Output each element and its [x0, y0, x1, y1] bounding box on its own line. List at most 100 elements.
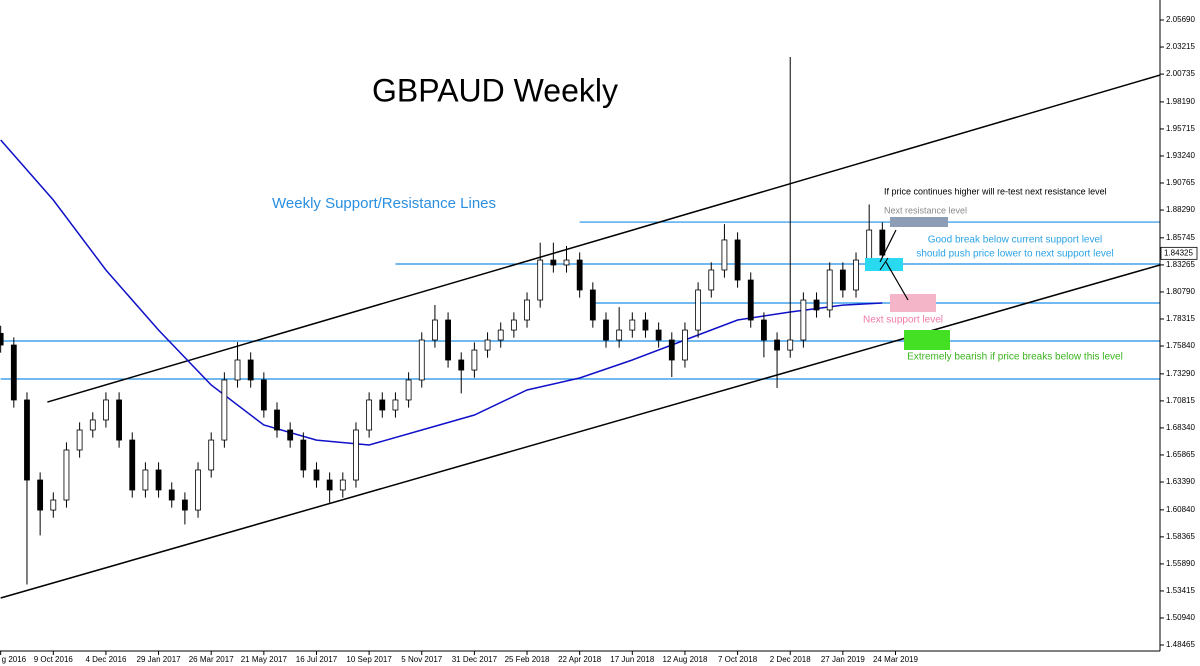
annotation: If price continues higher will re-test n… — [884, 186, 1107, 196]
y-tick-label: 1.80790 — [1166, 287, 1195, 296]
y-tick-label: 2.05690 — [1166, 15, 1195, 24]
x-tick-label: 4 Dec 2016 — [85, 655, 126, 664]
x-tick-label: 26 Mar 2017 — [189, 655, 234, 664]
candle-body — [721, 239, 728, 271]
candle-body — [510, 319, 517, 331]
y-tick-label: 1.70815 — [1166, 396, 1195, 405]
candle-body — [761, 319, 767, 341]
candle-body — [10, 344, 17, 401]
x-tick-label: 31 Dec 2017 — [452, 655, 498, 664]
candle-body — [76, 429, 83, 451]
y-tick-label: 1.98190 — [1166, 97, 1195, 106]
candle-body — [642, 319, 649, 331]
candle-body — [550, 259, 557, 266]
y-tick-label: 1.55890 — [1166, 559, 1195, 568]
x-tick-label: 27 Jan 2019 — [821, 655, 866, 664]
candle-body — [879, 229, 886, 256]
candle-body — [629, 319, 636, 331]
chart-title: GBPAUD Weekly — [372, 72, 618, 108]
candle-body — [668, 339, 675, 361]
candle-body — [0, 332, 4, 346]
y-tick-label: 1.90765 — [1166, 178, 1195, 187]
candle-body — [221, 379, 228, 441]
arrow — [879, 229, 897, 263]
x-tick-label: 29 Jan 2017 — [137, 655, 182, 664]
annotation: should push price lower to next support … — [916, 249, 1113, 260]
y-tick-label: 1.68340 — [1166, 423, 1195, 432]
candle-body — [458, 359, 465, 371]
y-tick-label: 1.78315 — [1166, 314, 1195, 323]
candle-body — [471, 349, 478, 371]
candle-body — [326, 479, 333, 491]
candle-body — [708, 269, 715, 291]
candle-body — [247, 359, 254, 381]
y-tick-label: 1.50940 — [1166, 613, 1195, 622]
y-tick-label: 1.95715 — [1166, 124, 1195, 133]
candle-body — [300, 439, 307, 471]
candle-body — [37, 479, 44, 511]
x-tick-label: 12 Aug 2018 — [662, 655, 707, 664]
candle-body — [129, 439, 136, 491]
candle-body — [89, 419, 96, 431]
candle-body — [800, 299, 807, 341]
candle-body — [353, 429, 359, 481]
candle-body — [155, 469, 162, 491]
x-tick-label: 22 Apr 2018 — [558, 655, 602, 664]
candle-body — [853, 259, 859, 291]
x-tick-label: 7 Oct 2018 — [718, 655, 758, 664]
channel-line — [47, 74, 1161, 403]
candle-body — [747, 279, 754, 321]
annotation: Next resistance level — [884, 205, 967, 215]
bearish-box — [904, 330, 950, 350]
x-tick-label: 16 Jul 2017 — [296, 655, 338, 664]
x-tick-label: 2 Dec 2018 — [770, 655, 811, 664]
x-tick-label: 25 Feb 2018 — [505, 655, 550, 664]
candle-body — [445, 319, 451, 361]
x-tick-label: g 2016 — [2, 655, 27, 664]
candle-body — [405, 379, 412, 401]
candle-body — [418, 339, 425, 381]
annotation: Next support level — [863, 315, 943, 326]
price-tag-box — [1160, 246, 1198, 260]
plot-area — [0, 57, 1161, 599]
candle-body — [116, 399, 122, 441]
candle-body — [576, 259, 583, 291]
candle-body — [563, 259, 570, 266]
candle-body — [497, 329, 504, 341]
candle-body — [589, 289, 596, 321]
y-tick-label: 1.53415 — [1166, 586, 1195, 595]
annotation: Extremely bearish if price breaks below … — [907, 352, 1123, 363]
y-tick-label: 2.03215 — [1166, 42, 1195, 51]
candle-body — [774, 339, 780, 351]
next-support-box — [890, 294, 936, 312]
x-tick-label: 17 Jun 2018 — [610, 655, 655, 664]
candle-body — [24, 399, 30, 481]
y-tick-label: 2.00735 — [1166, 69, 1195, 78]
candle-body — [339, 479, 346, 491]
candle-body — [313, 469, 320, 481]
candle-body — [287, 429, 294, 441]
candle-body — [432, 319, 438, 341]
candle-body — [103, 399, 109, 421]
x-tick-label: 5 Nov 2017 — [401, 655, 442, 664]
y-tick-label: 1.93240 — [1166, 151, 1195, 160]
candle-body — [366, 399, 373, 431]
candle-body — [379, 399, 386, 411]
y-tick-label: 1.58365 — [1166, 532, 1195, 541]
x-tick-label: 24 Mar 2019 — [873, 655, 918, 664]
candle-body — [484, 339, 491, 351]
y-tick-label: 1.75840 — [1166, 341, 1195, 350]
y-tick-label: 1.65865 — [1166, 450, 1195, 459]
candle-body — [524, 299, 530, 321]
y-tick-label: 1.73290 — [1166, 369, 1195, 378]
channel-line — [0, 264, 1161, 599]
candle-body — [537, 259, 544, 301]
candle-body — [181, 499, 188, 511]
x-tick-label: 10 Sep 2017 — [346, 655, 392, 664]
candle-body — [195, 469, 201, 511]
arrow — [879, 257, 889, 271]
arrow — [885, 261, 909, 301]
candle-body — [234, 359, 241, 381]
y-tick-label: 1.60840 — [1166, 505, 1195, 514]
